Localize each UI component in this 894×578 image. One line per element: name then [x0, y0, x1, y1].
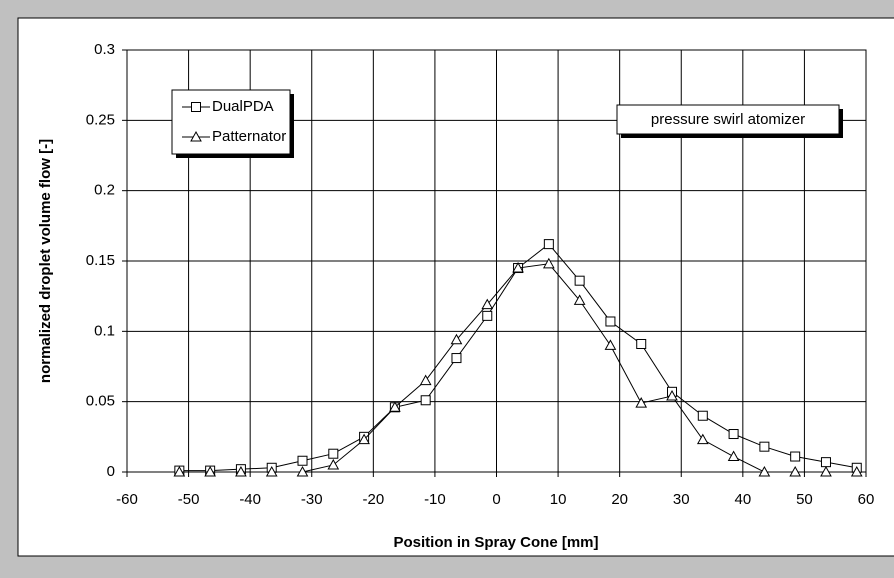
x-tick-label: 0 [492, 491, 500, 508]
marker [451, 353, 462, 364]
x-tick-label: -10 [424, 491, 446, 508]
x-tick-label: -30 [301, 491, 323, 508]
legend-label: DualPDA [212, 98, 274, 115]
x-tick-label: 30 [673, 491, 690, 508]
marker [296, 465, 309, 477]
x-axis-label: Position in Spray Cone [mm] [393, 534, 598, 551]
marker [512, 262, 524, 273]
marker [327, 458, 340, 470]
y-tick-label: 0.25 [86, 111, 115, 128]
marker [573, 294, 586, 305]
marker [666, 390, 678, 401]
marker [419, 374, 432, 386]
y-tick-label: 0 [107, 463, 115, 480]
marker [543, 239, 554, 250]
x-tick-label: -40 [239, 491, 261, 508]
marker [481, 298, 494, 310]
marker [636, 338, 647, 349]
marker [820, 457, 831, 468]
x-tick-label: 60 [858, 491, 875, 508]
x-tick-label: -50 [178, 491, 200, 508]
x-tick-label: -60 [116, 491, 138, 508]
marker [190, 130, 202, 142]
y-tick-label: 0.2 [94, 182, 115, 199]
marker [820, 465, 832, 477]
x-tick-label: 50 [796, 491, 813, 508]
x-tick-label: 20 [611, 491, 628, 508]
marker [328, 448, 339, 459]
marker [542, 257, 555, 269]
marker [605, 316, 616, 327]
plot-border [126, 49, 867, 473]
marker [635, 397, 648, 408]
marker [235, 465, 247, 477]
x-tick-label: 10 [550, 491, 567, 508]
marker [389, 401, 401, 412]
marker [850, 465, 863, 477]
marker [450, 333, 463, 345]
marker [758, 465, 771, 477]
marker [173, 465, 186, 477]
annotation-box [616, 104, 840, 135]
marker [358, 433, 370, 445]
legend-box [171, 89, 291, 155]
legend-label: Patternator [212, 128, 286, 145]
marker [420, 395, 431, 406]
y-tick-label: 0.15 [86, 252, 115, 269]
marker [204, 465, 216, 477]
marker [728, 429, 739, 440]
marker [759, 441, 770, 452]
marker [191, 102, 201, 112]
y-tick-label: 0.05 [86, 393, 115, 410]
marker [482, 310, 493, 321]
marker [789, 465, 802, 477]
y-axis-label: normalized droplet volume flow [-] [37, 139, 54, 383]
x-tick-label: 40 [734, 491, 751, 508]
marker [297, 455, 308, 466]
marker [790, 451, 801, 462]
marker [265, 465, 278, 477]
marker [727, 450, 740, 462]
marker [574, 275, 585, 286]
y-tick-label: 0.1 [94, 322, 115, 339]
marker [696, 433, 709, 445]
marker [604, 339, 617, 350]
annotation: pressure swirl atomizer [651, 111, 805, 128]
marker [697, 410, 708, 421]
x-tick-label: -20 [362, 491, 384, 508]
y-tick-label: 0.3 [94, 41, 115, 58]
